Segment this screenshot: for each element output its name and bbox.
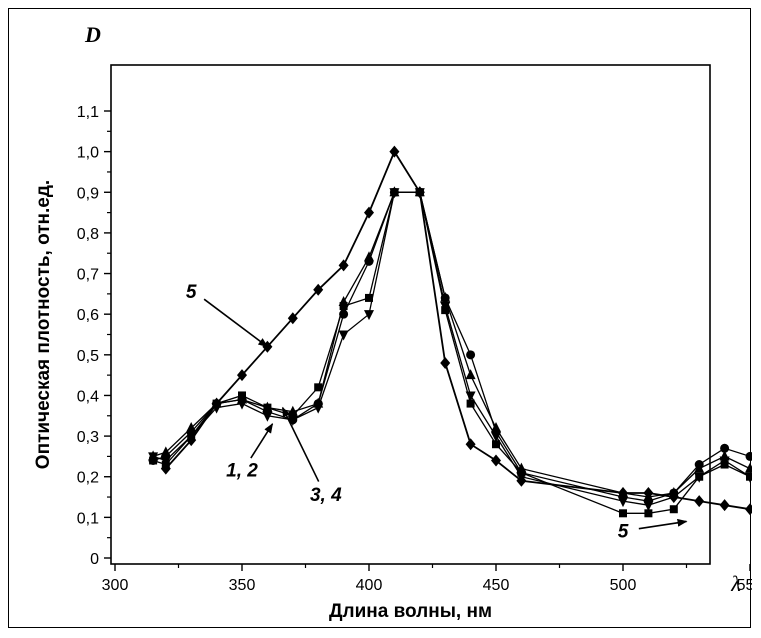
plot-area-border [110,64,711,565]
series-line [152,191,752,514]
series-circle [148,187,752,506]
data-point [186,421,197,432]
data-point [746,472,752,481]
data-point [263,403,272,412]
data-point [414,186,425,199]
x-tick-label: 550 [737,577,752,594]
x-tick-label: 500 [610,577,637,594]
y-tick-label: 0,6 [77,307,99,324]
series-line [165,149,752,511]
data-point [364,310,374,321]
data-point [440,356,451,369]
data-point [313,397,324,408]
data-point [517,468,526,477]
y-tick-label: 1,0 [77,145,99,162]
series-triangle-up [148,186,752,502]
data-point [695,472,704,481]
y-tick-label: 0 [90,551,99,568]
series-line [152,191,752,506]
y-tick-label: 0,8 [77,226,99,243]
data-point [390,188,399,197]
annotation-label: 1, 2 [226,461,258,482]
data-point [338,330,349,341]
x-tick-label: 400 [356,577,383,594]
data-point [160,462,171,475]
spectrum-chart: 51, 23, 41, 23, 45 300350400450500550600… [33,22,752,622]
data-point [643,486,654,499]
data-point [669,505,678,514]
data-point [186,434,197,447]
annotation-label: 5 [186,282,197,303]
annotation-arrow [638,518,688,530]
data-point [516,474,527,487]
data-point [149,456,158,465]
data-point [314,383,323,392]
data-point [262,411,273,422]
data-point [491,421,501,432]
data-point [389,145,400,158]
data-point [288,411,297,420]
data-point [618,497,628,508]
data-point [466,350,476,360]
annotation-arrow [203,298,269,348]
annotation-arrow [281,406,320,482]
x-axis-symbol: λ [730,571,741,596]
data-point [441,306,450,315]
x-tick-label: 450 [483,577,510,594]
data-point [238,391,246,400]
data-point [745,451,752,461]
data-point [745,462,752,473]
y-tick-label: 0,3 [77,429,99,446]
annotation-label: 3, 4 [310,485,342,506]
data-point [287,312,298,325]
data-point [644,509,653,518]
y-tick-label: 0,1 [77,510,99,527]
data-point [339,302,348,311]
data-point [694,495,705,508]
y-tick-label: 0,5 [77,348,99,365]
y-tick-label: 0,7 [77,267,99,284]
data-point [465,438,476,451]
data-point [211,397,222,410]
chart-frame: 51, 23, 41, 23, 45 300350400450500550600… [8,8,752,628]
data-point [720,460,729,469]
data-point [338,259,349,272]
annotation-arrow [250,423,274,459]
x-tick-label: 300 [102,577,129,594]
data-point [618,486,628,499]
series-triangle-down [148,188,752,512]
series-line [152,191,752,498]
data-point [745,503,752,516]
data-point [694,462,705,473]
data-point [237,369,247,382]
annotation-label: 5 [618,522,629,543]
y-axis-symbol: D [84,22,101,47]
data-point [491,454,501,467]
data-point [465,369,476,380]
y-tick-label: 1,1 [77,104,99,121]
data-point [491,432,501,443]
data-point [720,443,730,453]
data-point [466,399,475,408]
data-point [719,450,730,461]
data-point [643,501,654,512]
data-point [668,491,679,504]
data-point [160,446,171,457]
y-tick-label: 0,2 [77,470,99,487]
data-point [364,251,374,262]
series-line [152,191,752,502]
data-point [364,206,374,219]
series-diamond [160,145,752,516]
x-axis-title: Длина волны, нм [329,601,492,622]
y-tick-label: 0,4 [77,388,99,405]
x-tick-label: 350 [229,577,256,594]
y-tick-label: 0,9 [77,185,99,202]
data-point [313,283,324,296]
y-axis-title: Оптическая плотность, отн.ед. [33,180,54,469]
data-point [719,499,730,512]
data-point [365,293,373,302]
series-square [149,188,752,518]
data-point [492,440,500,449]
data-point [619,509,627,518]
